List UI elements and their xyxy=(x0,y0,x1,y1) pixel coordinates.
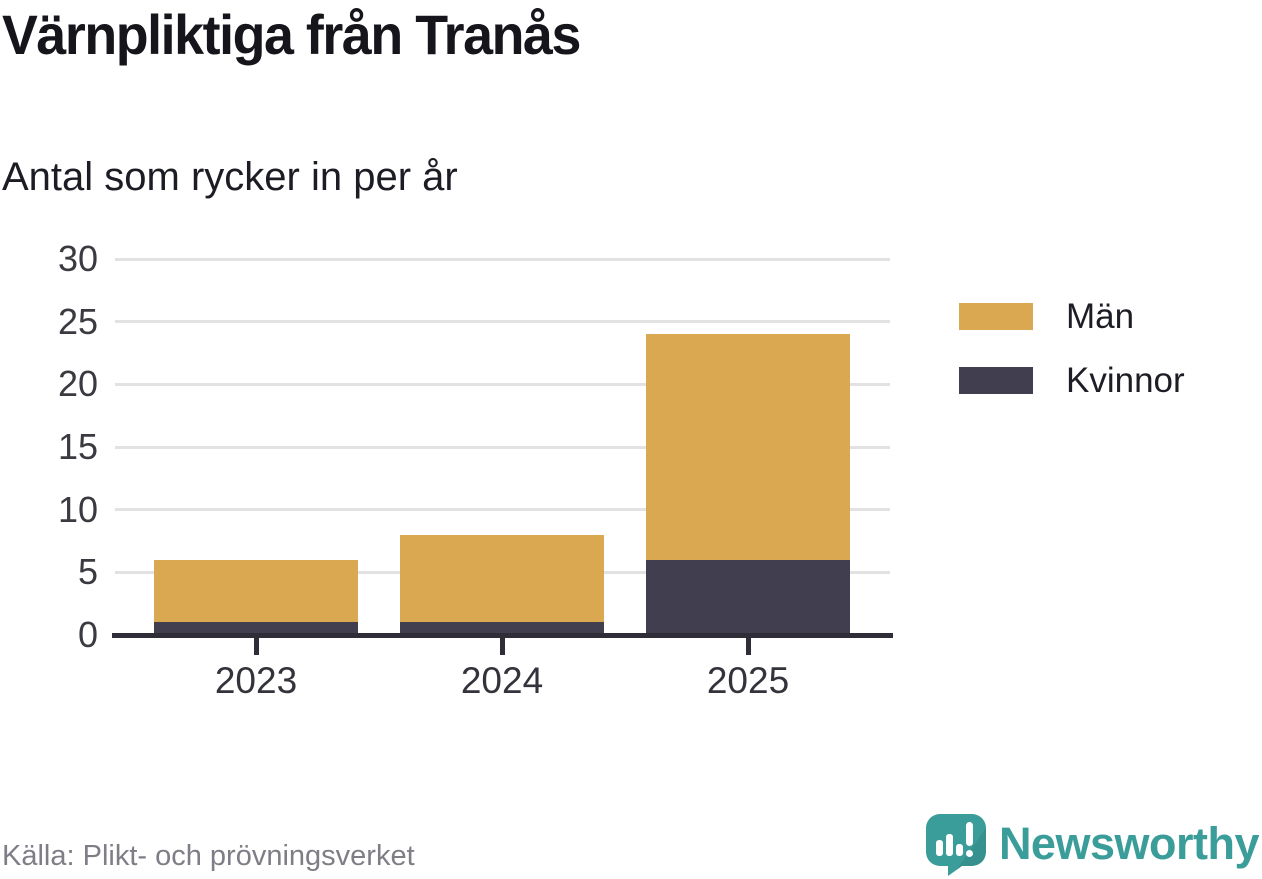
legend-item-kvinnor: Kvinnor xyxy=(959,363,1185,398)
legend-item-man: Män xyxy=(959,299,1185,334)
gridline-25 xyxy=(115,320,890,324)
x-tick-label-2024: 2024 xyxy=(460,660,544,701)
legend-swatch-kvinnor xyxy=(959,367,1033,394)
brand-name: Newsworthy xyxy=(998,818,1260,869)
newsworthy-bubble-chart-icon xyxy=(924,812,988,876)
y-tick-label-10: 10 xyxy=(57,488,98,530)
x-axis-line xyxy=(112,633,893,638)
x-tick-2024 xyxy=(499,633,505,655)
y-tick-label-15: 15 xyxy=(57,426,98,467)
bar-2025-män xyxy=(646,334,850,560)
bar-2024-kvinnor xyxy=(400,622,604,635)
bar-2024-män xyxy=(400,534,604,623)
x-tick-2025 xyxy=(745,633,751,655)
y-tick-label-25: 25 xyxy=(57,300,98,342)
chart-title: Värnpliktiga från Tranås xyxy=(2,3,581,66)
gridline-30 xyxy=(115,257,890,261)
source-note: Källa: Plikt- och prövningsverket xyxy=(2,840,415,872)
y-tick-label-20: 20 xyxy=(57,363,98,405)
legend-label-man: Män xyxy=(1066,297,1135,336)
x-tick-2023 xyxy=(253,633,259,655)
bar-2025-kvinnor xyxy=(646,559,850,635)
legend-label-kvinnor: Kvinnor xyxy=(1066,361,1185,400)
gridline-10 xyxy=(115,508,890,512)
bar-2023-män xyxy=(154,559,358,623)
gridline-20 xyxy=(115,382,890,386)
brand-logo: Newsworthy xyxy=(924,812,1260,876)
x-tick-label-2023: 2023 xyxy=(214,660,298,701)
legend: Män Kvinnor xyxy=(959,299,1185,398)
x-tick-label-2025: 2025 xyxy=(706,660,790,701)
gridline-15 xyxy=(115,445,890,449)
legend-swatch-man xyxy=(959,303,1033,330)
y-tick-label-30: 30 xyxy=(57,238,98,279)
bar-2023-kvinnor xyxy=(154,622,358,635)
y-tick-label-5: 5 xyxy=(77,551,98,593)
y-tick-label-0: 0 xyxy=(77,614,98,655)
chart-subtitle: Antal som rycker in per år xyxy=(2,155,458,199)
